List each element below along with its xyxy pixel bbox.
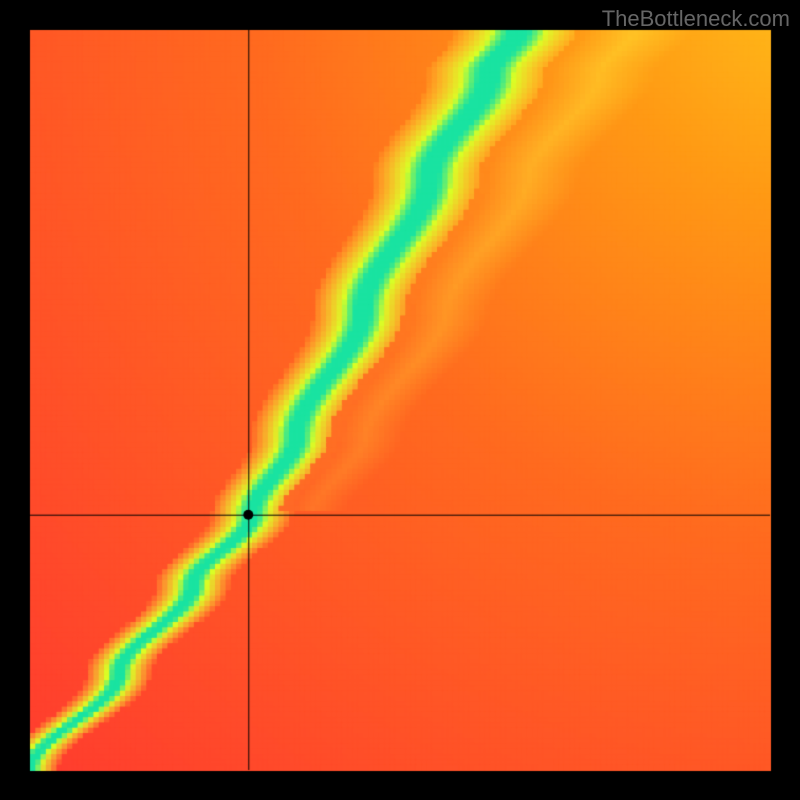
chart-container: TheBottleneck.com	[0, 0, 800, 800]
bottleneck-heatmap	[0, 0, 800, 800]
watermark-text: TheBottleneck.com	[602, 6, 790, 32]
